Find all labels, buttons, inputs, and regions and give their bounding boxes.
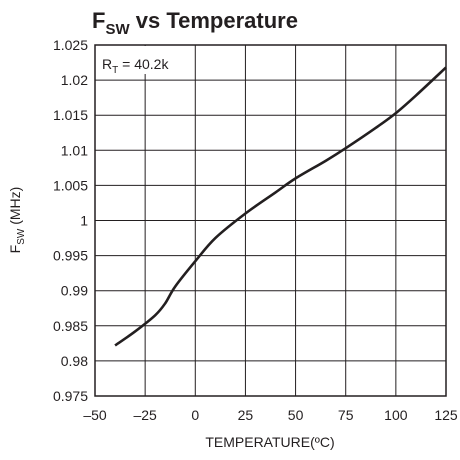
y-tick-label: 1.025 [53, 37, 88, 53]
x-tick-label: 125 [434, 407, 458, 423]
y-axis-label-rest: (MHz) [7, 187, 23, 229]
grid [95, 45, 446, 396]
annotation-box [96, 46, 178, 74]
y-tick-label: 0.98 [61, 353, 88, 369]
y-axis-label-main: F [7, 245, 23, 254]
y-axis-label: FSW (MHz) [7, 187, 27, 254]
annotation-sub: T [112, 65, 118, 76]
x-tick-label: 25 [238, 407, 254, 423]
annotation-main: R [102, 56, 112, 72]
x-axis-label: TEMPERATURE(ºC) [205, 434, 334, 450]
annotation-rest: = 40.2k [118, 56, 169, 72]
y-tick-label: 0.99 [61, 283, 88, 299]
x-tick-label: 50 [288, 407, 304, 423]
series-line [114, 66, 447, 347]
series-lines [114, 66, 447, 347]
plot-frame [94, 44, 447, 397]
x-tick-label: –25 [133, 407, 157, 423]
y-tick-label: 1.015 [53, 107, 88, 123]
annotation: RT = 40.2k [102, 56, 169, 76]
y-tick-labels: 0.975 0.98 0.985 0.99 0.995 1 1.005 1.01 1.015 1.… [53, 37, 88, 404]
y-tick-label: 1 [80, 213, 88, 229]
y-tick-label: 1.01 [61, 142, 88, 158]
y-tick-label: 0.985 [53, 318, 88, 334]
y-tick-label: 1.005 [53, 177, 88, 193]
y-tick-label: 0.995 [53, 248, 88, 264]
y-tick-label: 1.02 [61, 72, 88, 88]
chart-title: FSW vs Temperature [92, 8, 298, 38]
chart-title-rest: vs Temperature [130, 8, 298, 33]
chart-title-main: F [92, 8, 105, 33]
y-tick-label: 0.975 [53, 388, 88, 404]
x-tick-label: –50 [83, 407, 107, 423]
x-tick-label: 75 [338, 407, 354, 423]
chart-title-sub: SW [105, 21, 130, 38]
x-tick-label: 100 [384, 407, 408, 423]
y-axis-label-sub: SW [16, 228, 27, 245]
x-tick-label: 0 [191, 407, 199, 423]
x-tick-labels: –50 –25 0 25 50 75 100 125 [83, 407, 458, 423]
